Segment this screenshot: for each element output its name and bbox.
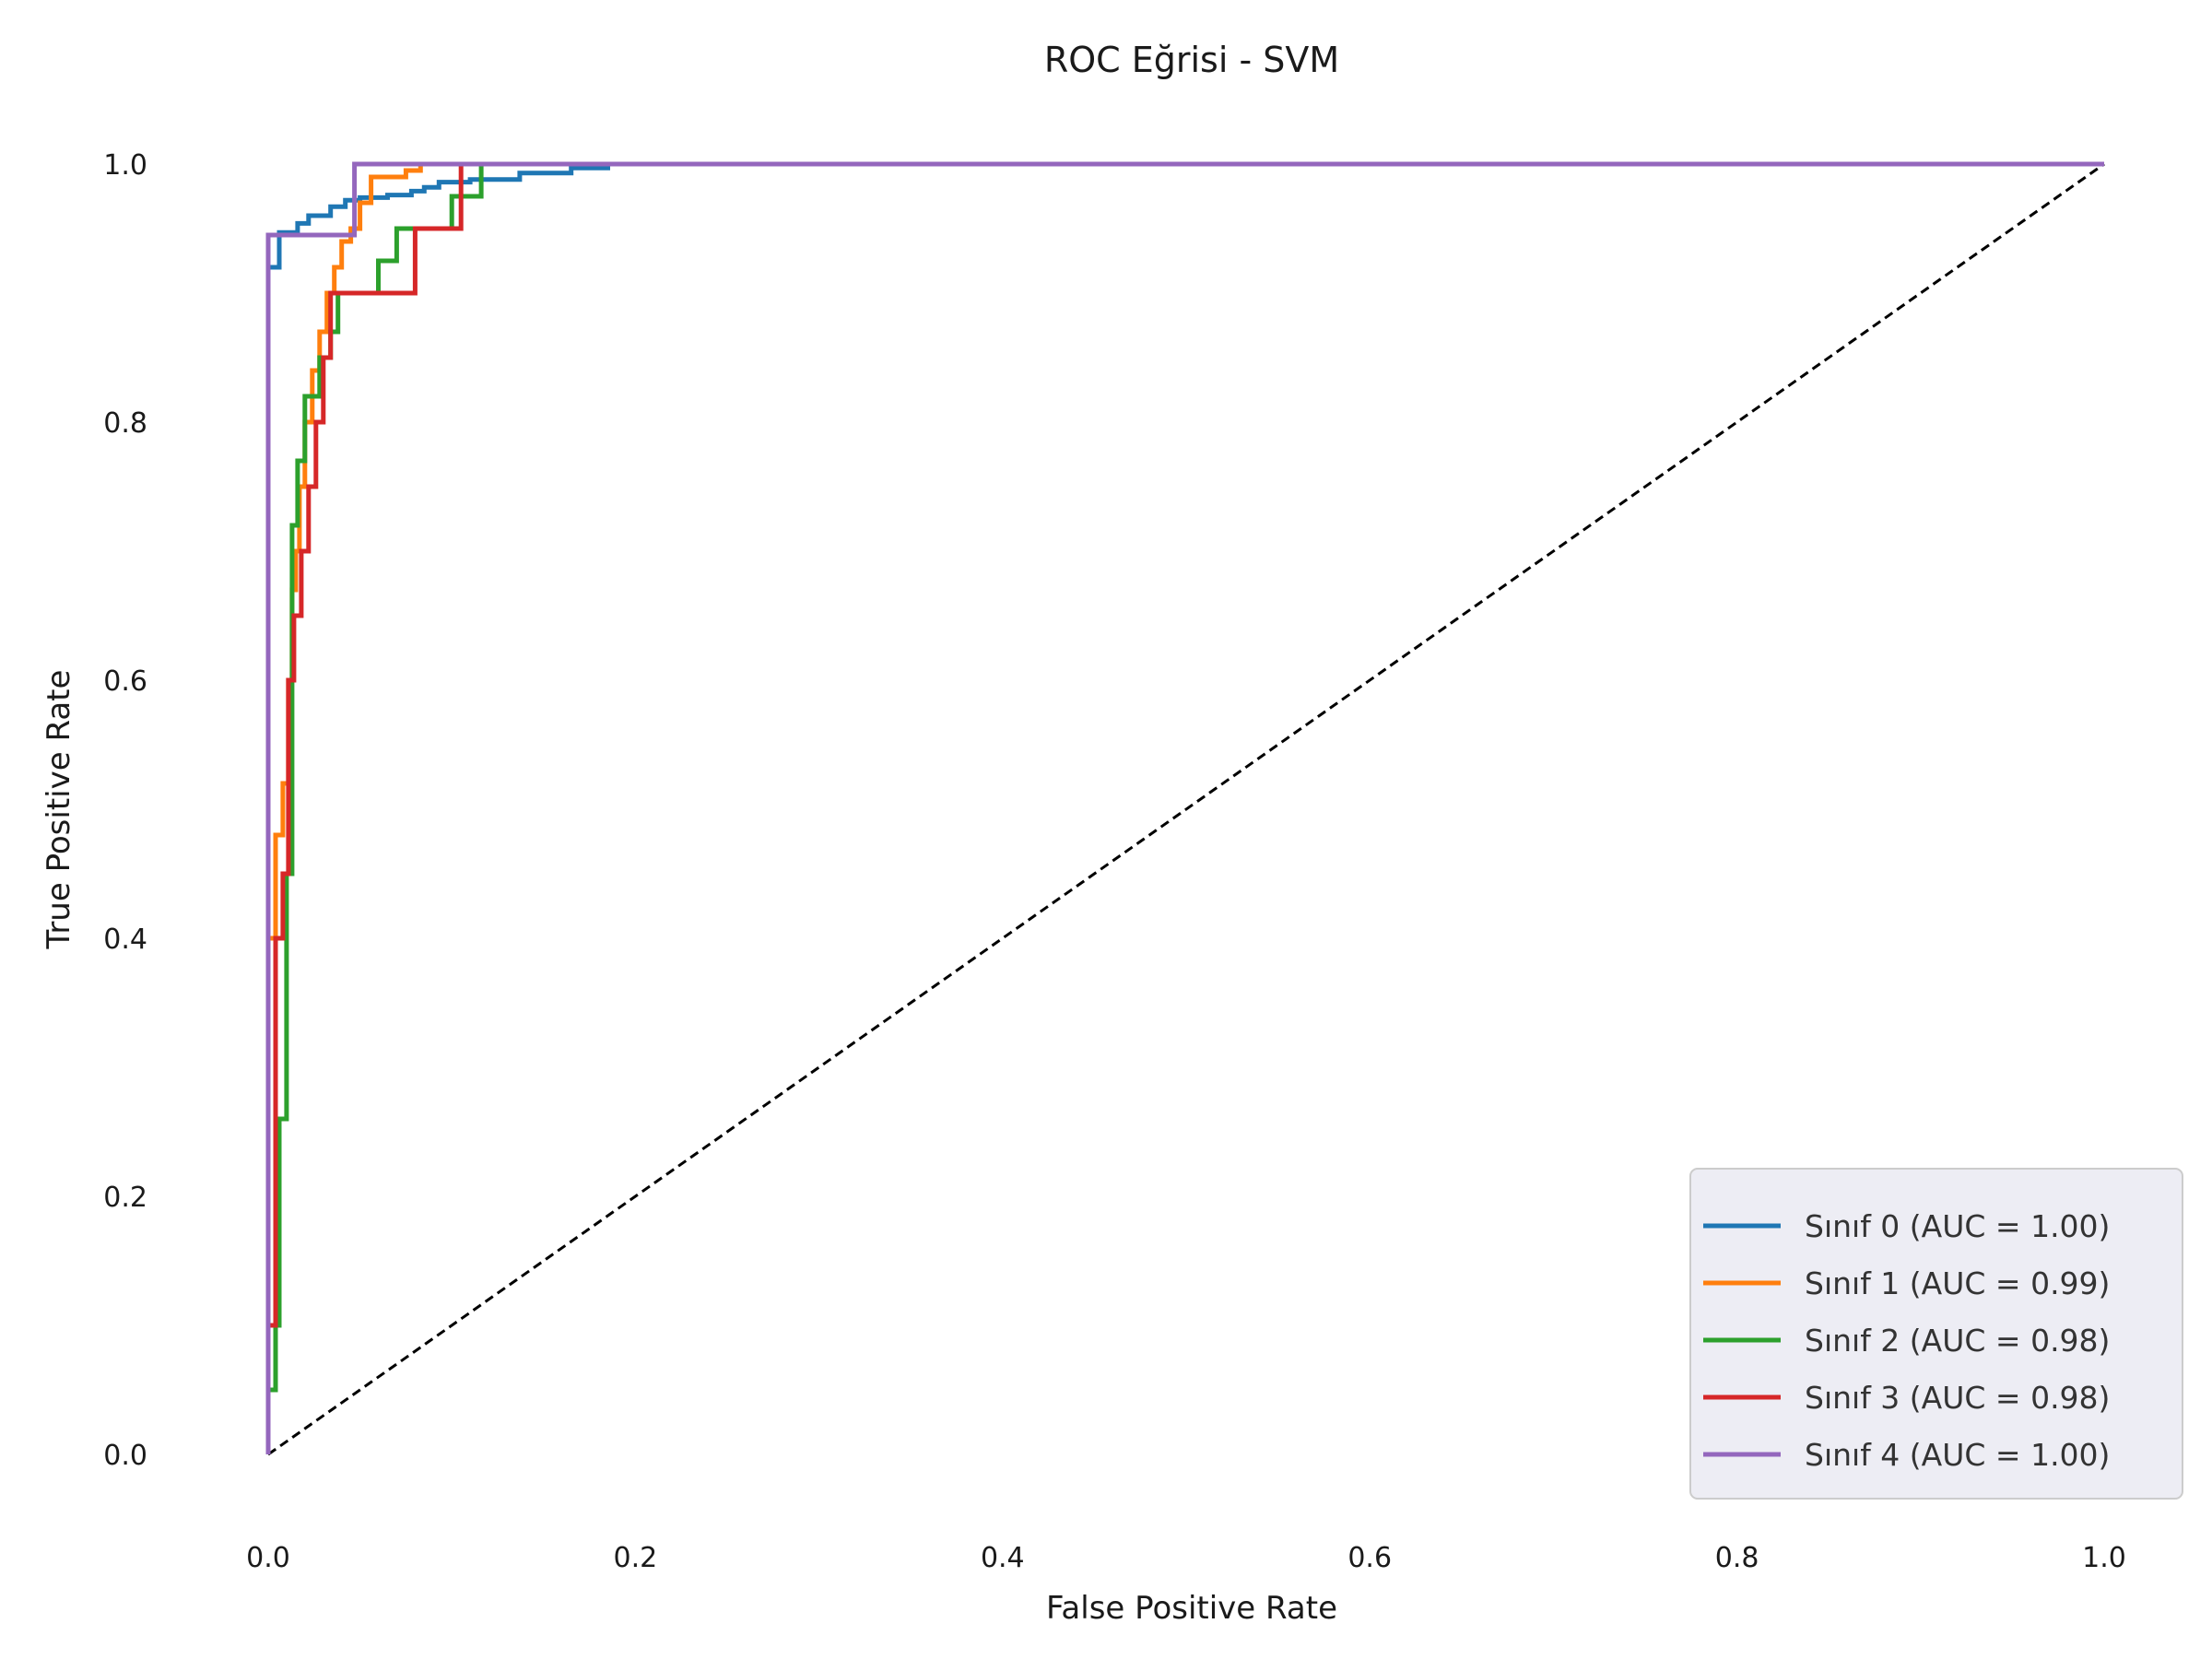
series-line-0 bbox=[265, 161, 2104, 1454]
legend-items: Sınıf 0 (AUC = 1.00) Sınıf 1 (AUC = 0.99)… bbox=[1703, 1208, 2110, 1473]
x-tick-label: 0.0 bbox=[246, 1542, 290, 1574]
series-lines bbox=[265, 161, 2104, 1454]
y-tick-label: 0.6 bbox=[103, 665, 147, 698]
plot-area bbox=[265, 161, 2105, 1456]
x-axis-title: False Positive Rate bbox=[1046, 1590, 1337, 1627]
x-tick-label: 0.4 bbox=[981, 1542, 1025, 1574]
legend: Sınıf 0 (AUC = 1.00) Sınıf 1 (AUC = 0.99)… bbox=[1689, 1168, 2183, 1500]
y-axis-title: True Positive Rate bbox=[41, 670, 77, 950]
x-tick-label: 0.2 bbox=[614, 1542, 658, 1574]
legend-box bbox=[1689, 1168, 2183, 1500]
y-tick-label: 0.4 bbox=[103, 924, 147, 956]
x-tick-labels: 0.0 0.2 0.4 0.6 0.8 1.0 bbox=[246, 1542, 2126, 1574]
legend-label-1: Sınıf 1 (AUC = 0.99) bbox=[1805, 1265, 2110, 1301]
series-line-4 bbox=[265, 161, 2104, 1454]
chance-diagonal-line bbox=[267, 162, 2105, 1456]
legend-label-4: Sınıf 4 (AUC = 1.00) bbox=[1805, 1437, 2110, 1473]
x-tick-label: 0.8 bbox=[1715, 1542, 1759, 1574]
legend-label-2: Sınıf 2 (AUC = 0.98) bbox=[1805, 1323, 2110, 1359]
legend-label-0: Sınıf 0 (AUC = 1.00) bbox=[1805, 1208, 2110, 1244]
legend-label-3: Sınıf 3 (AUC = 0.98) bbox=[1805, 1380, 2110, 1416]
y-tick-label: 0.8 bbox=[103, 407, 147, 440]
y-tick-label: 0.2 bbox=[103, 1182, 147, 1214]
x-tick-label: 0.6 bbox=[1347, 1542, 1392, 1574]
chart-title: ROC Eğrisi - SVM bbox=[1044, 40, 1339, 80]
x-tick-label: 1.0 bbox=[2082, 1542, 2126, 1574]
y-tick-label: 0.0 bbox=[103, 1440, 147, 1472]
y-tick-label: 1.0 bbox=[103, 149, 147, 182]
y-tick-labels: 0.0 0.2 0.4 0.6 0.8 1.0 bbox=[103, 149, 147, 1472]
series-line-3 bbox=[265, 161, 2104, 1454]
